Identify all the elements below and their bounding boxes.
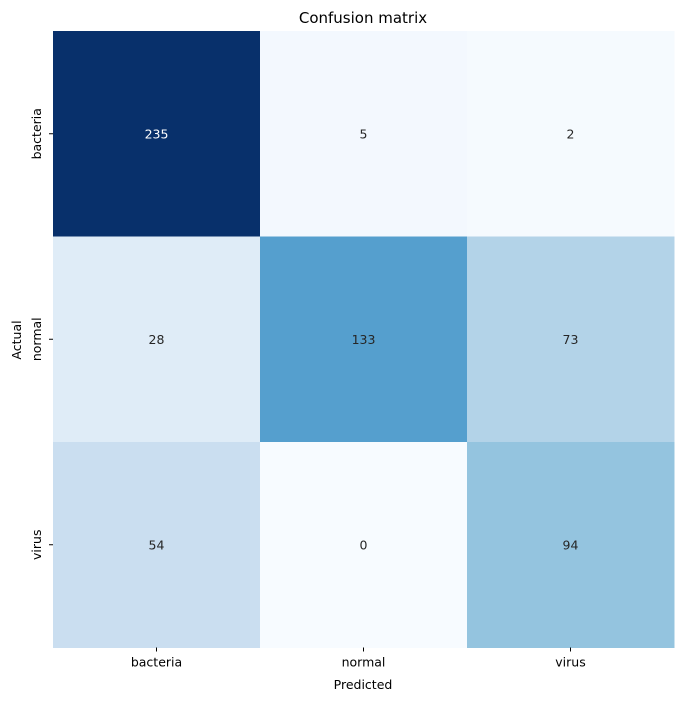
chart-title: Confusion matrix — [299, 9, 427, 27]
cell-value-normal-bacteria: 28 — [149, 332, 165, 347]
x-tick-label-virus: virus — [555, 655, 585, 670]
heatmap-cell-normal-normal — [260, 236, 468, 443]
y-axis-ticks: bacteria normal virus — [29, 108, 53, 560]
cell-value-virus-bacteria: 54 — [149, 537, 165, 552]
heatmap-cell-normal-virus — [467, 236, 675, 443]
cell-value-normal-normal: 133 — [352, 332, 376, 347]
heatmap-cell-bacteria-bacteria — [53, 31, 261, 237]
y-tick-label-virus: virus — [29, 530, 44, 560]
x-tick-label-bacteria: bacteria — [131, 655, 182, 670]
x-tick-label-normal: normal — [342, 655, 386, 670]
y-axis-label: Actual — [9, 320, 24, 359]
cell-value-bacteria-bacteria: 235 — [145, 126, 169, 141]
cell-value-bacteria-normal: 5 — [360, 126, 368, 141]
heatmap-cell-bacteria-normal — [260, 31, 468, 237]
heatmap-cell-labels: 235 5 2 28 133 73 54 0 94 — [145, 126, 579, 552]
cell-value-virus-virus: 94 — [563, 537, 579, 552]
x-axis-label: Predicted — [334, 677, 393, 692]
cell-value-virus-normal: 0 — [360, 537, 368, 552]
cell-value-bacteria-virus: 2 — [567, 126, 575, 141]
heatmap-cell-virus-virus — [467, 442, 675, 648]
heatmap-cell-bacteria-virus — [467, 31, 675, 237]
x-axis-ticks: bacteria normal virus — [131, 647, 586, 670]
heatmap-cell-normal-bacteria — [53, 236, 261, 443]
heatmap-cells — [53, 31, 675, 648]
y-tick-label-normal: normal — [29, 317, 44, 361]
heatmap-cell-virus-bacteria — [53, 442, 261, 648]
heatmap-cell-virus-normal — [260, 442, 468, 648]
cell-value-normal-virus: 73 — [563, 332, 579, 347]
y-tick-label-bacteria: bacteria — [29, 108, 44, 159]
